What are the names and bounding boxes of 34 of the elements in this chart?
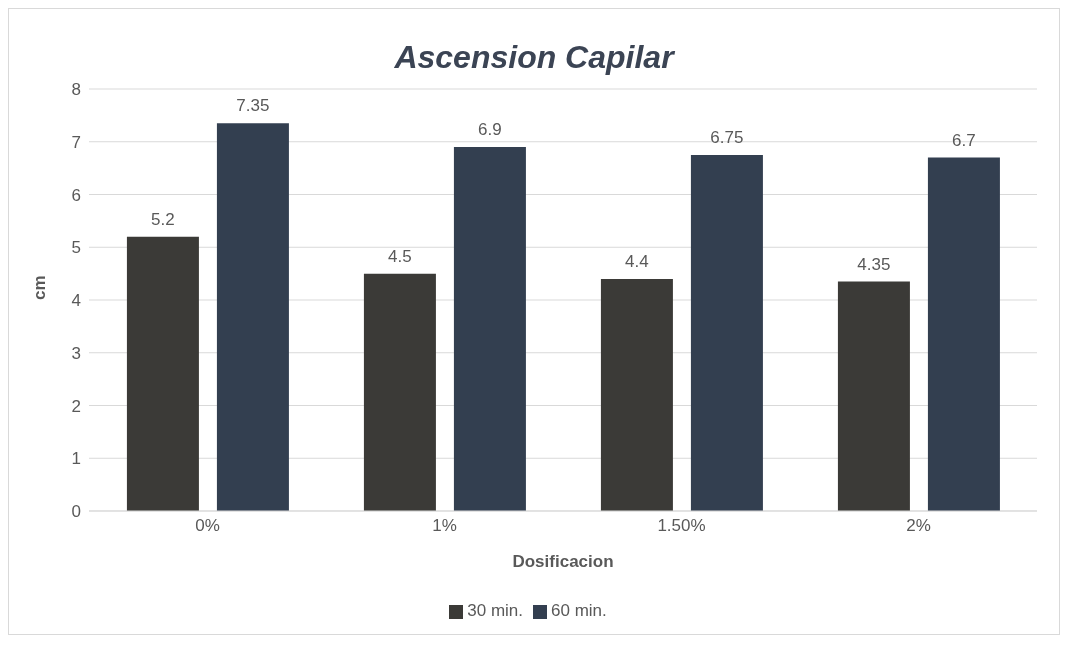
x-axis-title: Dosificacion bbox=[512, 552, 614, 571]
bar bbox=[216, 123, 289, 511]
bar bbox=[126, 236, 199, 511]
y-tick-label: 8 bbox=[71, 80, 81, 100]
x-tick-label: 0% bbox=[195, 516, 220, 536]
data-label: 4.4 bbox=[625, 251, 649, 271]
bar bbox=[453, 147, 526, 511]
bar bbox=[363, 273, 436, 511]
y-tick-label: 2 bbox=[71, 396, 81, 416]
y-tick-label: 3 bbox=[71, 343, 81, 363]
y-tick-label: 7 bbox=[71, 132, 81, 152]
y-tick-label: 5 bbox=[71, 238, 81, 258]
y-axis-title: cm bbox=[30, 275, 50, 300]
chart-title: Ascension Capilar bbox=[394, 39, 674, 75]
data-label: 7.35 bbox=[236, 96, 270, 116]
y-tick-label: 0 bbox=[71, 502, 81, 522]
data-label: 5.2 bbox=[151, 209, 175, 229]
x-tick-label: 2% bbox=[906, 516, 931, 536]
x-tick-label: 1% bbox=[432, 516, 457, 536]
data-label: 4.35 bbox=[857, 254, 891, 274]
bar bbox=[690, 154, 763, 511]
legend-label: 60 min. bbox=[551, 601, 607, 620]
bar bbox=[837, 281, 910, 511]
y-tick-label: 6 bbox=[71, 185, 81, 205]
data-label: 6.7 bbox=[952, 130, 976, 150]
legend-label: 30 min. bbox=[467, 601, 523, 620]
data-label: 6.9 bbox=[478, 120, 502, 140]
y-tick-label: 1 bbox=[71, 449, 81, 469]
data-label: 4.5 bbox=[388, 246, 412, 266]
bar bbox=[927, 157, 1000, 511]
data-label: 6.75 bbox=[710, 127, 744, 147]
bar bbox=[600, 278, 673, 511]
x-tick-label: 1.50% bbox=[657, 516, 706, 536]
y-tick-label: 4 bbox=[71, 291, 81, 311]
